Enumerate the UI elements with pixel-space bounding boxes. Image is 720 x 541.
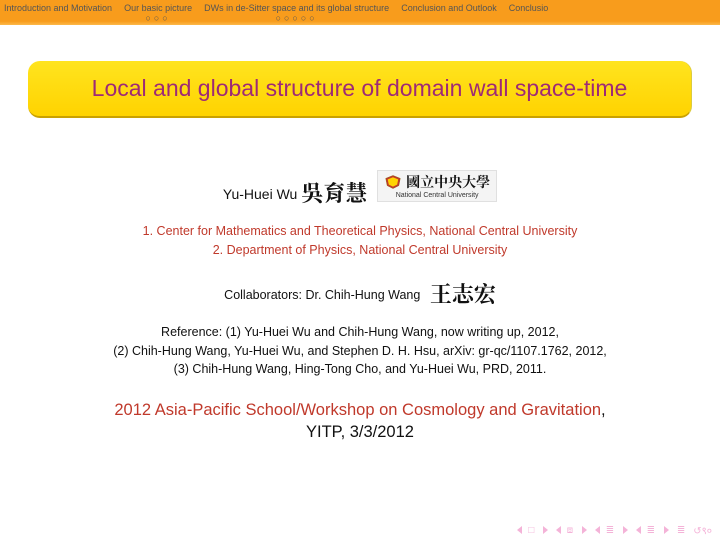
reference-1: Reference: (1) Yu-Huei Wu and Chih-Hung … bbox=[20, 323, 700, 342]
nav-progress-dots bbox=[4, 14, 112, 23]
nav-item-conclusion[interactable]: Conclusion and Outlook bbox=[401, 3, 497, 23]
nav-item-picture[interactable]: Our basic picture ○○○ bbox=[124, 3, 192, 23]
nav-label[interactable]: Conclusion and Outlook bbox=[401, 3, 497, 13]
presentation-title: Local and global structure of domain wal… bbox=[46, 75, 673, 102]
collaborators-label: Collaborators: Dr. Chih-Hung Wang bbox=[224, 288, 420, 302]
nav-prev-sec-icon[interactable]: ≣ bbox=[595, 525, 628, 536]
collaborators-row: Collaborators: Dr. Chih-Hung Wang 王志宏 bbox=[0, 278, 720, 309]
affiliations: 1. Center for Mathematics and Theoretica… bbox=[0, 222, 720, 260]
reference-3: (3) Chih-Hung Wang, Hing-Tong Cho, and Y… bbox=[20, 360, 700, 379]
nav-progress-dots bbox=[401, 14, 497, 23]
affiliation-1: 1. Center for Mathematics and Theoretica… bbox=[0, 222, 720, 241]
conference-venue-date: YITP, 3/3/2012 bbox=[0, 423, 720, 442]
nav-progress-dots: ○○○○○ bbox=[204, 14, 389, 23]
affiliation-2: 2. Department of Physics, National Centr… bbox=[0, 241, 720, 260]
conference-info: 2012 Asia-Pacific School/Workshop on Cos… bbox=[0, 401, 720, 442]
beamer-nav-controls: □ ⧈ ≣ ≣ ≣ ↺९० bbox=[517, 523, 712, 537]
badge-cjk: 國立中央大學 bbox=[406, 172, 490, 192]
author-name: Yu-Huei Wu bbox=[223, 186, 297, 202]
author-name-cjk: 吳育慧 bbox=[301, 177, 367, 208]
nav-outline-icon[interactable]: ≣ bbox=[677, 525, 685, 536]
nav-loop-icon[interactable]: ↺९० bbox=[693, 523, 712, 537]
nav-item-conclusion2[interactable]: Conclusio bbox=[509, 3, 549, 23]
references: Reference: (1) Yu-Huei Wu and Chih-Hung … bbox=[0, 323, 720, 379]
author-row: Yu-Huei Wu 吳育慧 國立中央大學 National Central U… bbox=[0, 170, 720, 208]
collaborator-name-cjk: 王志宏 bbox=[430, 278, 496, 309]
nav-progress-dots bbox=[509, 14, 549, 23]
section-nav-bar: Introduction and Motivation Our basic pi… bbox=[0, 0, 720, 25]
nav-item-intro[interactable]: Introduction and Motivation bbox=[4, 3, 112, 23]
nav-progress-dots: ○○○ bbox=[124, 14, 192, 23]
reference-2: (2) Chih-Hung Wang, Yu-Huei Wu, and Step… bbox=[20, 342, 700, 361]
title-block: Local and global structure of domain wal… bbox=[28, 61, 692, 118]
university-shield-icon bbox=[384, 174, 402, 190]
nav-item-dws[interactable]: DWs in de-Sitter space and its global st… bbox=[204, 3, 389, 23]
university-badge: 國立中央大學 National Central University bbox=[377, 170, 497, 202]
nav-label[interactable]: DWs in de-Sitter space and its global st… bbox=[204, 3, 389, 13]
nav-prev-icon[interactable]: ⧈ bbox=[556, 525, 587, 536]
conference-name: 2012 Asia-Pacific School/Workshop on Cos… bbox=[114, 401, 601, 419]
nav-label[interactable]: Conclusio bbox=[509, 3, 549, 13]
nav-label[interactable]: Our basic picture bbox=[124, 3, 192, 13]
nav-next-sec-icon[interactable]: ≣ bbox=[636, 525, 669, 536]
nav-first-icon[interactable]: □ bbox=[517, 525, 548, 536]
badge-sub: National Central University bbox=[396, 192, 479, 199]
nav-label[interactable]: Introduction and Motivation bbox=[4, 3, 112, 13]
